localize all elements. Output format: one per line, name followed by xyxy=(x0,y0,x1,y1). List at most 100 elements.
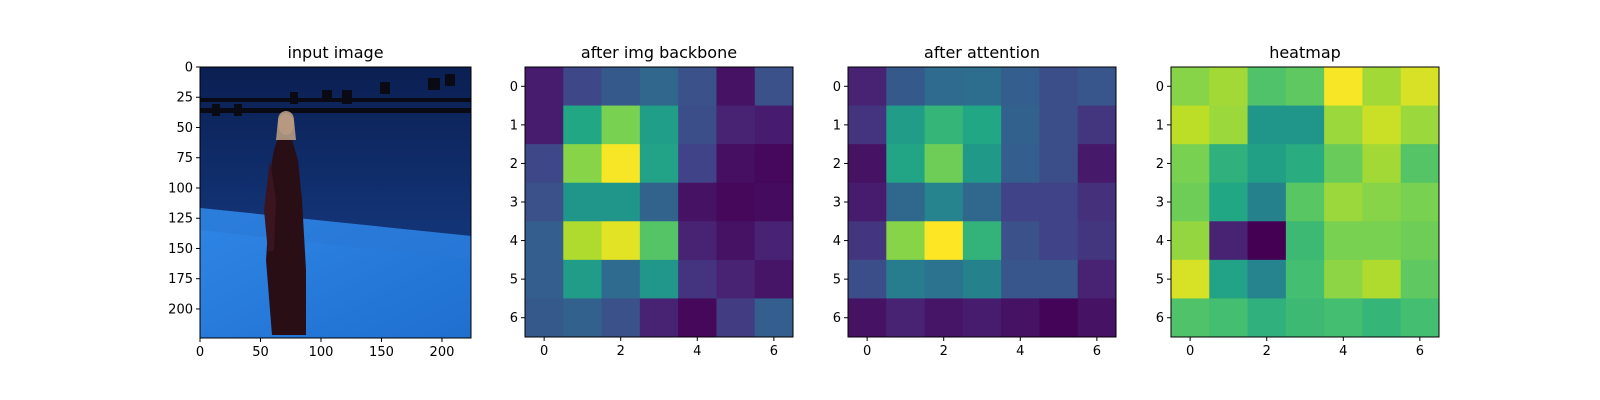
y-tick-label: 5 xyxy=(1156,273,1164,288)
heatmap-cell xyxy=(563,259,603,299)
heatmap-cell xyxy=(601,144,641,184)
heatmap-cell xyxy=(1247,259,1287,299)
y-tick-label: 4 xyxy=(1156,234,1164,249)
heatmap-cell xyxy=(1039,105,1079,145)
heatmap-cell xyxy=(525,298,564,338)
heatmap-cells xyxy=(525,67,794,338)
heatmap-cell xyxy=(886,259,926,299)
heatmap-cell xyxy=(962,221,1002,261)
photo-person-hair xyxy=(276,111,296,140)
x-tick-label: 6 xyxy=(770,344,778,359)
y-tick-label: 0 xyxy=(510,80,518,95)
x-tick-label: 50 xyxy=(252,345,269,360)
y-tick-label: 6 xyxy=(1156,311,1164,326)
x-axis: 0 2 4 6 xyxy=(863,337,1101,359)
heatmap-cell xyxy=(886,221,926,261)
heatmap-cell xyxy=(1362,182,1402,222)
heatmap-cell xyxy=(1362,144,1402,184)
photo-person-dress xyxy=(266,137,306,335)
heatmap-cell xyxy=(716,221,756,261)
heatmap-cell xyxy=(678,67,717,107)
heatmap-cell xyxy=(1400,298,1440,338)
y-tick-label: 1 xyxy=(833,118,841,133)
photo-rig-lights xyxy=(212,74,455,116)
heatmap-cell xyxy=(1247,105,1287,145)
heatmap-cell xyxy=(1362,259,1402,299)
x-tick-label: 200 xyxy=(430,345,455,360)
y-tick-label: 2 xyxy=(510,157,518,172)
heatmap-cell xyxy=(1247,221,1287,261)
y-tick-label: 6 xyxy=(510,311,518,326)
heatmap-cell xyxy=(962,144,1002,184)
photo-ceiling-rig xyxy=(200,98,471,102)
x-tick-label: 2 xyxy=(1263,344,1271,359)
y-tick-label: 0 xyxy=(833,80,841,95)
y-tick-label: 2 xyxy=(1156,157,1164,172)
input-photo xyxy=(200,67,471,338)
heatmap-cell xyxy=(1077,298,1117,338)
heatmap-cell xyxy=(1400,105,1440,145)
heatmap-cell xyxy=(754,259,794,299)
heatmap-cell xyxy=(1171,221,1210,261)
heatmap-cell xyxy=(1362,221,1402,261)
y-tick-label: 5 xyxy=(510,273,518,288)
heatmap-cell xyxy=(1362,67,1402,107)
y-tick-label: 4 xyxy=(833,234,841,249)
heatmap-cell xyxy=(1209,259,1249,299)
heatmap-cell xyxy=(678,144,717,184)
heatmap-cell xyxy=(1324,67,1363,107)
heatmap-cell xyxy=(962,259,1002,299)
y-tick-label: 3 xyxy=(833,196,841,211)
heatmap-cell xyxy=(1039,144,1079,184)
x-tick-label: 6 xyxy=(1093,344,1101,359)
y-axis: 0 25 50 75 100 125 150 175 200 xyxy=(168,61,200,317)
heatmap-cell xyxy=(1171,67,1210,107)
y-tick-label: 50 xyxy=(176,121,193,136)
heatmap-cell xyxy=(1001,298,1040,338)
heatmap-cell xyxy=(1039,298,1079,338)
heatmap-cell xyxy=(563,182,603,222)
x-tick-label: 0 xyxy=(863,344,871,359)
heatmap-cell xyxy=(1171,182,1210,222)
heatmap-cell xyxy=(1171,298,1210,338)
y-tick-label: 1 xyxy=(1156,118,1164,133)
photo-ceiling-rig xyxy=(200,108,471,113)
panel-title: input image xyxy=(287,43,383,62)
heatmap-cell xyxy=(1400,221,1440,261)
heatmap-cell xyxy=(962,298,1002,338)
heatmap-cell xyxy=(1209,105,1249,145)
heatmap-cell xyxy=(886,67,926,107)
x-tick-label: 150 xyxy=(369,345,394,360)
heatmap-cell xyxy=(716,144,756,184)
heatmap-cell xyxy=(525,67,564,107)
heatmap-cell xyxy=(848,182,887,222)
heatmap-cell xyxy=(525,221,564,261)
heatmap-cell xyxy=(1077,221,1117,261)
heatmap-cell xyxy=(848,67,887,107)
heatmap-cell xyxy=(639,105,679,145)
heatmap-cell xyxy=(678,182,717,222)
x-tick-label: 2 xyxy=(617,344,625,359)
heatmap-cell xyxy=(639,67,679,107)
heatmap-cell xyxy=(1209,298,1249,338)
y-tick-label: 0 xyxy=(185,61,193,76)
heatmap-cell xyxy=(716,67,756,107)
heatmap-cell xyxy=(1077,67,1117,107)
heatmap-cell xyxy=(639,144,679,184)
heatmap-cell xyxy=(1285,67,1325,107)
heatmap-cell xyxy=(1324,259,1363,299)
heatmap-cell xyxy=(924,298,964,338)
x-tick-label: 0 xyxy=(540,344,548,359)
heatmap-cell xyxy=(1400,67,1440,107)
y-tick-label: 5 xyxy=(833,273,841,288)
heatmap-cell xyxy=(754,221,794,261)
heatmap-cell xyxy=(886,144,926,184)
heatmap-cell xyxy=(1077,144,1117,184)
heatmap-cells xyxy=(848,67,1117,338)
heatmap-cell xyxy=(886,298,926,338)
heatmap-cell xyxy=(924,67,964,107)
heatmap-cell xyxy=(1400,182,1440,222)
x-axis: 0 2 4 6 xyxy=(540,337,778,359)
panel-title: after attention xyxy=(924,43,1040,62)
